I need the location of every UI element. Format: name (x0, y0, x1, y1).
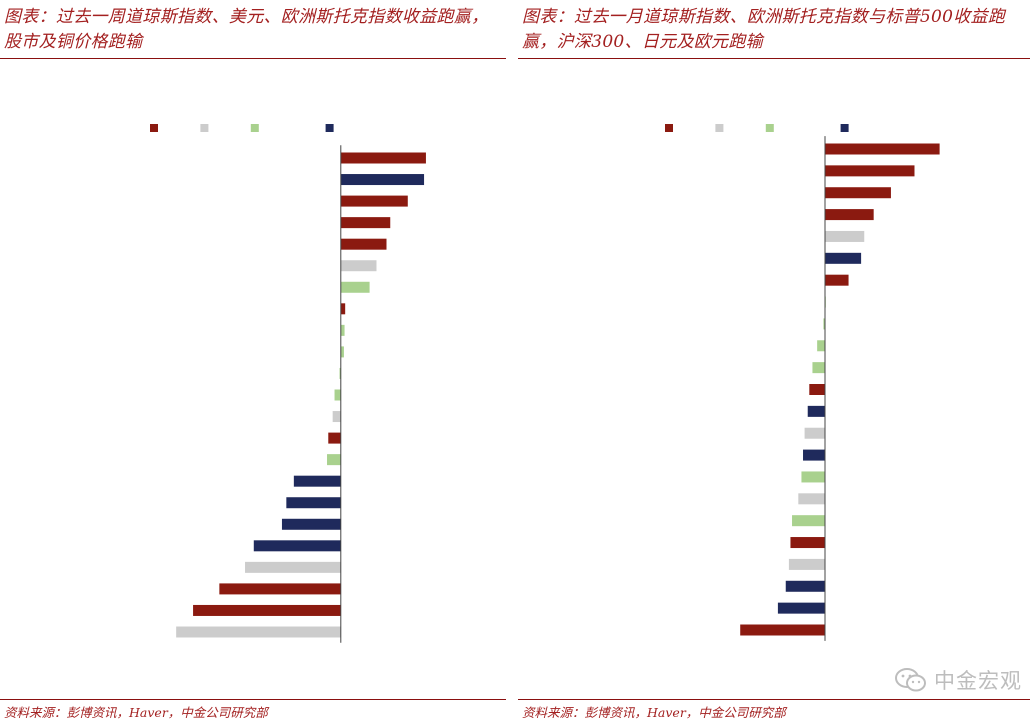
bar (825, 274, 849, 286)
legend-swatch (765, 124, 774, 132)
legend-swatch (715, 124, 724, 132)
legend-swatch (840, 124, 849, 132)
legend-swatch (150, 124, 158, 132)
bar (809, 384, 825, 395)
bar (792, 515, 825, 527)
bar (340, 260, 377, 272)
bar (817, 340, 825, 352)
bottom-rule (518, 699, 1030, 700)
bar (807, 405, 825, 417)
bar (340, 346, 344, 358)
bar (340, 195, 408, 207)
legend-swatch (200, 124, 209, 132)
bar (825, 252, 862, 264)
top-rule (518, 58, 1030, 59)
bar (823, 318, 825, 330)
weekly-bar-chart (150, 124, 426, 643)
bar (340, 217, 391, 229)
bar (340, 324, 345, 336)
bar (825, 165, 915, 177)
bar (790, 537, 825, 549)
bar (825, 230, 865, 242)
bar (785, 580, 825, 592)
bar (340, 152, 426, 164)
bar (801, 471, 825, 483)
bar (332, 411, 341, 423)
bottom-rule (0, 699, 506, 700)
legend-swatch (325, 124, 334, 132)
bar (286, 497, 341, 509)
monthly-bar-chart (665, 124, 940, 641)
bar (281, 518, 341, 530)
bar (327, 454, 341, 466)
bar (812, 362, 825, 374)
bar (825, 187, 891, 199)
bar (777, 602, 825, 614)
source-note: 资料来源：彭博资讯，Haver，中金公司研究部 (522, 705, 786, 720)
source-note: 资料来源：彭博资讯，Haver，中金公司研究部 (4, 705, 268, 720)
legend-swatch (250, 124, 259, 132)
bar (340, 303, 346, 315)
bar (798, 493, 825, 505)
figure-heading: 图表：过去一周道琼斯指数、美元、欧洲斯托克指数收益跑赢，股市及铜价格跑输 (4, 7, 489, 52)
bar (825, 143, 940, 155)
bar (334, 389, 341, 401)
bar (328, 432, 341, 444)
bar (219, 583, 341, 595)
bar (176, 626, 341, 638)
watermark-text: 中金宏观 (934, 669, 1022, 693)
bar (788, 558, 825, 570)
bar (340, 281, 370, 293)
figure-heading: 图表：过去一月道琼斯指数、欧洲斯托克指数与标普500收益跑赢，沪深300、日元及… (522, 7, 1006, 52)
bar (740, 624, 825, 636)
bar (825, 209, 874, 221)
panel-weekly: 图表：过去一周道琼斯指数、美元、欧洲斯托克指数收益跑赢，股市及铜价格跑输 资料来… (0, 0, 512, 725)
bar (253, 540, 341, 552)
bar (245, 561, 341, 573)
watermark: 中金宏观 (894, 664, 1022, 696)
bar (193, 604, 341, 616)
top-rule (0, 58, 506, 59)
bar (293, 475, 341, 487)
bar (804, 427, 825, 439)
wechat-icon (895, 668, 926, 692)
bar (340, 238, 387, 250)
panel-monthly: 图表：过去一月道琼斯指数、欧洲斯托克指数与标普500收益跑赢，沪深300、日元及… (518, 0, 1036, 725)
bar (339, 367, 341, 379)
bar (340, 174, 425, 186)
bar (803, 449, 825, 461)
legend-swatch (665, 124, 673, 132)
